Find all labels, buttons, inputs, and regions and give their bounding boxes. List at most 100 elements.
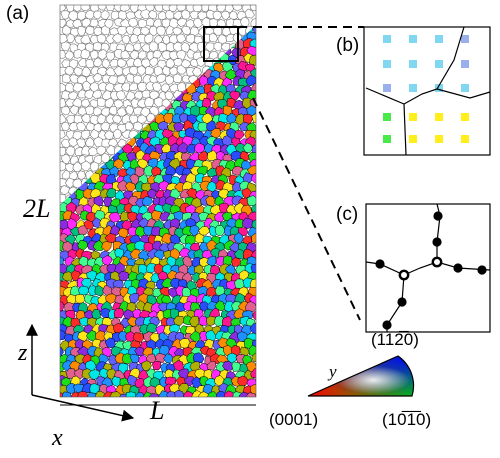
lattice-node bbox=[435, 113, 443, 121]
grain bbox=[174, 389, 185, 397]
lattice-node bbox=[435, 135, 443, 143]
grain bbox=[232, 165, 244, 176]
height-label: 2L bbox=[23, 194, 51, 223]
empty-grain bbox=[200, 49, 210, 60]
empty-grain bbox=[72, 97, 84, 109]
junction-node bbox=[397, 297, 407, 307]
grain bbox=[61, 271, 73, 282]
empty-grain bbox=[85, 58, 95, 69]
lattice-node bbox=[409, 35, 417, 43]
grain bbox=[189, 331, 201, 342]
empty-grain bbox=[60, 49, 67, 59]
grain bbox=[109, 224, 120, 236]
zoom-box bbox=[203, 26, 239, 62]
grain bbox=[177, 142, 189, 153]
grain bbox=[105, 293, 117, 305]
lattice-node bbox=[461, 135, 469, 143]
grain bbox=[95, 390, 106, 397]
grain bbox=[213, 315, 225, 327]
empty-grain bbox=[61, 24, 72, 35]
x-axis-arrow bbox=[31, 394, 135, 422]
empty-grain bbox=[148, 25, 159, 37]
panel-b-grain-boundaries bbox=[365, 26, 491, 156]
lattice-node bbox=[383, 135, 391, 143]
empty-grain bbox=[120, 82, 131, 92]
empty-grain bbox=[119, 5, 130, 12]
grain bbox=[234, 292, 246, 304]
grain bbox=[215, 391, 227, 397]
lattice-node bbox=[409, 135, 417, 143]
grain bbox=[60, 300, 64, 312]
grain bbox=[91, 217, 102, 229]
empty-grain bbox=[180, 9, 191, 20]
grain bbox=[214, 224, 226, 236]
empty-grain bbox=[193, 17, 204, 28]
grain bbox=[88, 369, 101, 380]
grain bbox=[106, 278, 116, 289]
ipf-label-bottom-right: (10̅1̅0) bbox=[382, 410, 432, 429]
grain bbox=[146, 323, 158, 334]
grain bbox=[117, 179, 128, 192]
empty-grain bbox=[115, 90, 127, 101]
empty-grain bbox=[60, 106, 71, 116]
lattice-node bbox=[383, 113, 391, 121]
empty-grain bbox=[244, 8, 255, 19]
empty-grain bbox=[147, 9, 158, 20]
empty-grain bbox=[104, 82, 115, 92]
lattice-node bbox=[435, 35, 443, 43]
empty-grain bbox=[132, 106, 143, 116]
panel-b-frame bbox=[363, 26, 491, 156]
empty-grain bbox=[100, 121, 111, 132]
grain bbox=[234, 129, 245, 141]
grain bbox=[197, 121, 209, 132]
grain bbox=[155, 143, 165, 154]
grain bbox=[224, 69, 238, 80]
grain bbox=[94, 285, 105, 297]
grain bbox=[77, 391, 89, 397]
empty-grain bbox=[100, 107, 111, 117]
empty-grain bbox=[165, 41, 176, 52]
empty-grain bbox=[168, 5, 179, 13]
empty-grain bbox=[176, 49, 186, 61]
lattice-node bbox=[383, 84, 391, 92]
empty-grain bbox=[93, 57, 103, 68]
junction-node bbox=[433, 211, 443, 221]
grain bbox=[161, 277, 173, 288]
empty-grain bbox=[157, 42, 168, 53]
grain bbox=[141, 196, 154, 207]
grain bbox=[101, 241, 112, 252]
domain-panel-a bbox=[59, 4, 257, 398]
panel-c-frame bbox=[365, 203, 491, 333]
empty-grain bbox=[85, 25, 95, 36]
grain bbox=[222, 255, 233, 266]
grain bbox=[193, 248, 205, 260]
grain bbox=[137, 158, 149, 170]
grain bbox=[191, 390, 203, 397]
junction-node bbox=[375, 259, 385, 269]
empty-grain bbox=[64, 50, 75, 60]
grain bbox=[108, 165, 121, 177]
panel-c-label: (c) bbox=[336, 204, 359, 225]
lattice-node bbox=[461, 35, 469, 43]
empty-grain bbox=[105, 5, 115, 12]
empty-grain bbox=[107, 75, 119, 86]
empty-grain bbox=[154, 5, 165, 12]
empty-grain bbox=[116, 107, 127, 117]
grain bbox=[251, 352, 256, 363]
empty-grain bbox=[77, 25, 86, 37]
empty-grain bbox=[205, 42, 216, 53]
empty-grain bbox=[93, 123, 103, 133]
panel-b bbox=[363, 26, 491, 156]
empty-grain bbox=[185, 33, 196, 44]
grain bbox=[224, 390, 235, 397]
empty-grain bbox=[108, 105, 118, 116]
grain bbox=[246, 195, 256, 206]
empty-grain bbox=[68, 91, 78, 102]
empty-grain bbox=[132, 42, 142, 52]
empty-grain bbox=[80, 34, 91, 44]
empty-grain bbox=[156, 25, 166, 36]
grain bbox=[125, 331, 136, 343]
empty-grain bbox=[144, 33, 154, 44]
empty-grain bbox=[61, 41, 71, 52]
empty-grain bbox=[145, 66, 155, 76]
